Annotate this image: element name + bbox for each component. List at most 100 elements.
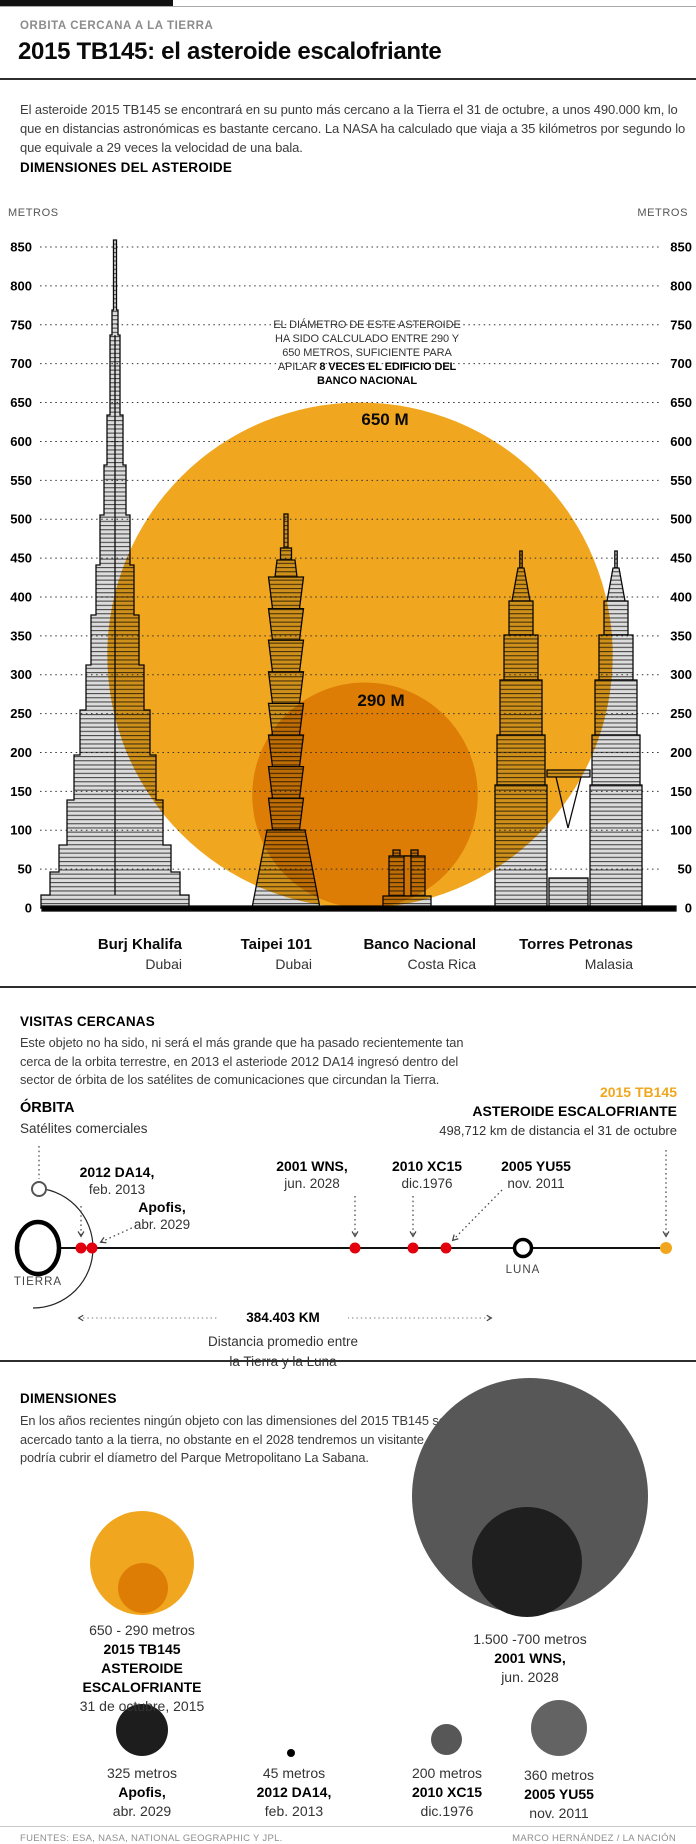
size-value: 360 metros: [523, 1767, 595, 1783]
earth-icon: [14, 1219, 62, 1277]
sizes-paragraph: En los años recientes ningún objeto con …: [20, 1413, 464, 1465]
size-label-2010-xc15: 200 metros 2010 XC15 dic.1976: [377, 1764, 517, 1821]
event-dot-2015-tb145: [660, 1242, 672, 1254]
y-tick-left-100: 100: [10, 823, 32, 838]
event-date: feb. 2013: [88, 1182, 146, 1197]
y-tick-right-100: 100: [670, 823, 692, 838]
orbit-label: ÓRBITA: [20, 1100, 75, 1116]
y-tick-left-200: 200: [10, 745, 32, 760]
size-circle-2010-xc15: [431, 1724, 462, 1755]
circle-label-650m: 650 M: [361, 410, 409, 429]
size-date: jun. 2028: [501, 1669, 559, 1685]
y-tick-left-0: 0: [25, 901, 32, 916]
event-label-apofis: Apofis, abr. 2029: [122, 1198, 202, 1234]
size-value: 650 - 290 metros: [89, 1622, 195, 1638]
event-name: 2010 XC15: [391, 1158, 463, 1174]
event-label-2005-yu55: 2005 YU55 nov. 2011: [486, 1157, 586, 1193]
title-rule: [0, 78, 696, 80]
y-axis-unit-left: METROS: [8, 207, 59, 219]
event-label-2010-xc15: 2010 XC15 dic.1976: [377, 1157, 477, 1193]
y-tick-left-550: 550: [10, 473, 32, 488]
event-name: 2012 DA14,: [79, 1164, 155, 1180]
building-location: Dubai: [145, 956, 182, 972]
size-value: 45 metros: [262, 1765, 326, 1781]
footer-sources: FUENTES: ESA, NASA, NATIONAL GEOGRAPHIC …: [20, 1833, 283, 1844]
building-location: Malasia: [584, 956, 633, 972]
top-hairline: [0, 6, 696, 7]
highlight-title: ASTEROIDE ESCALOFRIANTE: [472, 1103, 677, 1119]
chart-baseline: [41, 905, 677, 912]
y-tick-right-800: 800: [670, 278, 692, 293]
size-value: 325 metros: [106, 1765, 178, 1781]
satellite-orbit-marker: [31, 1181, 47, 1197]
size-circle-2005-yu55: [531, 1700, 587, 1756]
building-label-torres-petronas: Torres Petronas Malasia: [493, 936, 633, 972]
y-tick-right-450: 450: [670, 551, 692, 566]
building-comparison-chart: 850 850 800 800 750 750 700 700 650 650 600 600 550 5…: [10, 239, 692, 916]
building-label-banco-nacional: Banco Nacional Costa Rica: [346, 936, 476, 972]
orbit-sublabel: Satélites comerciales: [20, 1121, 148, 1136]
banco-nacional-illustration: [382, 849, 432, 909]
size-circle-2012-da14: [287, 1749, 295, 1757]
y-tick-left-250: 250: [10, 706, 32, 721]
moon-distance-caption-1: Distancia promedio entre: [207, 1334, 359, 1349]
y-tick-left-50: 50: [18, 862, 32, 877]
annotation-normal: EL DIÁMETRO DE ESTE ASTEROIDE HA SIDO CA…: [273, 319, 461, 373]
building-location: Costa Rica: [407, 956, 476, 972]
section-title-dimensiones: DIMENSIONES: [20, 1391, 117, 1406]
y-tick-left-700: 700: [10, 356, 32, 371]
moon-icon: [512, 1237, 534, 1259]
highlight-distance: 498,712 km de distancia el 31 de octubre: [439, 1123, 677, 1138]
size-date: feb. 2013: [264, 1803, 324, 1819]
size-date: nov. 2011: [529, 1805, 589, 1821]
y-tick-left-400: 400: [10, 589, 32, 604]
footer-credit: MARCO HERNÁNDEZ / LA NACIÓN: [512, 1833, 676, 1844]
asteroid-circle-650m: [107, 402, 613, 908]
buildings-layer: [40, 239, 677, 912]
size-label-2005-yu55: 360 metros 2005 YU55 nov. 2011: [489, 1766, 629, 1823]
size-label-tb145: 650 - 290 metros 2015 TB145 ASTEROIDE ES…: [42, 1621, 242, 1716]
building-name: Torres Petronas: [519, 936, 633, 953]
asteroid-annotation: EL DIÁMETRO DE ESTE ASTEROIDE HA SIDO CA…: [272, 318, 462, 388]
y-tick-right-0: 0: [685, 901, 692, 916]
y-tick-left-500: 500: [10, 512, 32, 527]
footer-rule: [0, 1826, 696, 1827]
size-name: 2012 DA14,: [256, 1784, 332, 1800]
y-tick-left-300: 300: [10, 667, 32, 682]
y-tick-left-600: 600: [10, 434, 32, 449]
size-date: abr. 2029: [112, 1803, 172, 1819]
earth-label: TIERRA: [13, 1276, 63, 1288]
building-label-taipei-101: Taipei 101 Dubai: [192, 936, 312, 972]
y-tick-right-300: 300: [670, 667, 692, 682]
event-date: dic.1976: [401, 1176, 453, 1191]
size-label-apofis: 325 metros Apofis, abr. 2029: [72, 1764, 212, 1821]
y-tick-left-750: 750: [10, 317, 32, 332]
building-name: Burj Khalifa: [97, 936, 182, 953]
y-tick-right-850: 850: [670, 240, 692, 255]
size-circle-tb145-inner: [118, 1563, 168, 1613]
y-tick-right-50: 50: [678, 862, 692, 877]
intro-paragraph: El asteroide 2015 TB145 se encontrará en…: [20, 102, 686, 155]
building-name: Banco Nacional: [363, 936, 476, 953]
y-tick-right-200: 200: [670, 745, 692, 760]
y-tick-left-650: 650: [10, 395, 32, 410]
page-title: 2015 TB145: el asteroide escalofriante: [18, 38, 442, 65]
orbit-diagram: [14, 1146, 672, 1322]
section-divider-1: [0, 986, 696, 988]
event-name: 2005 YU55: [501, 1158, 571, 1174]
size-name: 2001 WNS,: [494, 1650, 566, 1666]
y-tick-left-850: 850: [10, 240, 32, 255]
axis-tick-labels-layer: 850 850 800 800 750 750 700 700 650 650 600 600 550 5…: [10, 240, 692, 916]
building-label-burj-khalifa: Burj Khalifa Dubai: [62, 936, 182, 972]
top-black-bar: [0, 0, 173, 7]
taipei-101-illustration: [251, 513, 321, 909]
event-dot-2005-yu55: [440, 1242, 452, 1254]
size-name: 2005 YU55: [524, 1786, 594, 1802]
size-date: dic.1976: [420, 1803, 474, 1819]
kicker: ORBITA CERCANA A LA TIERRA: [20, 20, 214, 32]
size-value: 200 metros: [411, 1765, 483, 1781]
annotation-bold: 8 VECES EL EDIFICIO DEL BANCO NACIONAL: [316, 361, 457, 387]
torres-petronas-illustration: [494, 550, 643, 909]
y-tick-left-450: 450: [10, 551, 32, 566]
size-circle-2001-wns-inner: [472, 1507, 582, 1617]
